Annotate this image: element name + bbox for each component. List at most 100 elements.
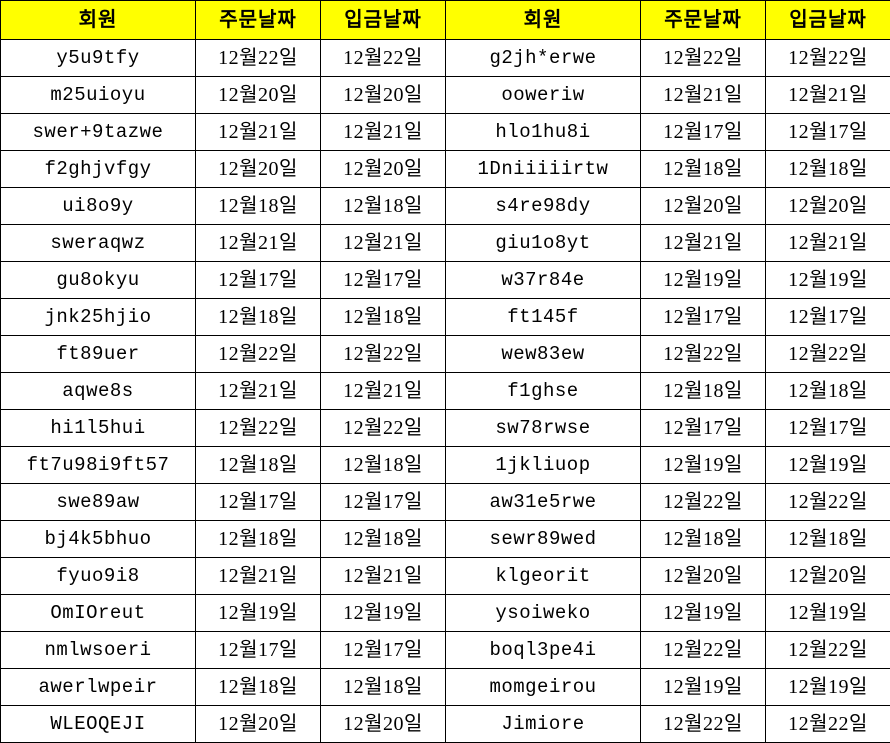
order-date-cell-right[interactable]: 12월20일 (641, 188, 766, 225)
deposit-date-cell-right[interactable]: 12월21일 (766, 77, 890, 114)
order-date-cell-left[interactable]: 12월21일 (196, 114, 321, 151)
member-cell-left[interactable]: sweraqwz (1, 225, 196, 262)
order-date-cell-left[interactable]: 12월19일 (196, 595, 321, 632)
column-header-member-right[interactable]: 회원 (446, 1, 641, 40)
deposit-date-cell-right[interactable]: 12월17일 (766, 410, 890, 447)
order-date-cell-left[interactable]: 12월18일 (196, 669, 321, 706)
member-cell-right[interactable]: wew83ew (446, 336, 641, 373)
order-date-cell-right[interactable]: 12월19일 (641, 595, 766, 632)
member-cell-left[interactable]: awerlwpeir (1, 669, 196, 706)
member-cell-right[interactable]: hlo1hu8i (446, 114, 641, 151)
order-date-cell-left[interactable]: 12월21일 (196, 225, 321, 262)
order-date-cell-right[interactable]: 12월21일 (641, 225, 766, 262)
deposit-date-cell-right[interactable]: 12월18일 (766, 151, 890, 188)
order-date-cell-left[interactable]: 12월22일 (196, 410, 321, 447)
member-cell-right[interactable]: ysoiweko (446, 595, 641, 632)
order-date-cell-right[interactable]: 12월20일 (641, 558, 766, 595)
member-cell-left[interactable]: WLEOQEJI (1, 706, 196, 743)
deposit-date-cell-left[interactable]: 12월20일 (321, 77, 446, 114)
deposit-date-cell-left[interactable]: 12월21일 (321, 225, 446, 262)
member-cell-right[interactable]: klgeorit (446, 558, 641, 595)
column-header-order-date-right[interactable]: 주문날짜 (641, 1, 766, 40)
order-date-cell-right[interactable]: 12월22일 (641, 336, 766, 373)
order-date-cell-right[interactable]: 12월17일 (641, 114, 766, 151)
deposit-date-cell-left[interactable]: 12월17일 (321, 632, 446, 669)
deposit-date-cell-right[interactable]: 12월21일 (766, 225, 890, 262)
order-date-cell-right[interactable]: 12월21일 (641, 77, 766, 114)
member-cell-right[interactable]: giu1o8yt (446, 225, 641, 262)
member-cell-right[interactable]: momgeirou (446, 669, 641, 706)
member-cell-left[interactable]: y5u9tfy (1, 40, 196, 77)
deposit-date-cell-right[interactable]: 12월20일 (766, 188, 890, 225)
deposit-date-cell-left[interactable]: 12월18일 (321, 521, 446, 558)
member-cell-right[interactable]: w37r84e (446, 262, 641, 299)
order-date-cell-left[interactable]: 12월22일 (196, 40, 321, 77)
order-date-cell-right[interactable]: 12월22일 (641, 484, 766, 521)
deposit-date-cell-left[interactable]: 12월22일 (321, 40, 446, 77)
order-date-cell-left[interactable]: 12월18일 (196, 188, 321, 225)
order-date-cell-left[interactable]: 12월17일 (196, 484, 321, 521)
member-cell-left[interactable]: jnk25hjio (1, 299, 196, 336)
member-cell-right[interactable]: sewr89wed (446, 521, 641, 558)
member-cell-left[interactable]: bj4k5bhuo (1, 521, 196, 558)
column-header-order-date-left[interactable]: 주문날짜 (196, 1, 321, 40)
deposit-date-cell-right[interactable]: 12월19일 (766, 262, 890, 299)
member-cell-right[interactable]: f1ghse (446, 373, 641, 410)
member-cell-right[interactable]: 1Dniiiiirtw (446, 151, 641, 188)
deposit-date-cell-right[interactable]: 12월22일 (766, 40, 890, 77)
order-date-cell-left[interactable]: 12월20일 (196, 77, 321, 114)
deposit-date-cell-left[interactable]: 12월20일 (321, 151, 446, 188)
member-cell-right[interactable]: 1jkliuop (446, 447, 641, 484)
member-cell-right[interactable]: ft145f (446, 299, 641, 336)
member-cell-left[interactable]: swe89aw (1, 484, 196, 521)
order-date-cell-right[interactable]: 12월18일 (641, 151, 766, 188)
deposit-date-cell-left[interactable]: 12월17일 (321, 262, 446, 299)
member-cell-left[interactable]: m25uioyu (1, 77, 196, 114)
deposit-date-cell-left[interactable]: 12월22일 (321, 336, 446, 373)
column-header-deposit-date-left[interactable]: 입금날짜 (321, 1, 446, 40)
order-date-cell-right[interactable]: 12월22일 (641, 40, 766, 77)
member-cell-right[interactable]: g2jh*erwe (446, 40, 641, 77)
member-cell-right[interactable]: ooweriw (446, 77, 641, 114)
member-cell-left[interactable]: fyuo9i8 (1, 558, 196, 595)
member-cell-left[interactable]: ui8o9y (1, 188, 196, 225)
member-cell-left[interactable]: hi1l5hui (1, 410, 196, 447)
deposit-date-cell-right[interactable]: 12월22일 (766, 336, 890, 373)
deposit-date-cell-right[interactable]: 12월18일 (766, 373, 890, 410)
deposit-date-cell-right[interactable]: 12월17일 (766, 299, 890, 336)
deposit-date-cell-right[interactable]: 12월22일 (766, 632, 890, 669)
order-date-cell-right[interactable]: 12월18일 (641, 521, 766, 558)
order-date-cell-right[interactable]: 12월19일 (641, 669, 766, 706)
order-date-cell-left[interactable]: 12월21일 (196, 373, 321, 410)
order-date-cell-right[interactable]: 12월22일 (641, 706, 766, 743)
order-date-cell-right[interactable]: 12월17일 (641, 299, 766, 336)
deposit-date-cell-right[interactable]: 12월18일 (766, 521, 890, 558)
member-cell-left[interactable]: aqwe8s (1, 373, 196, 410)
deposit-date-cell-right[interactable]: 12월17일 (766, 114, 890, 151)
order-date-cell-right[interactable]: 12월19일 (641, 447, 766, 484)
column-header-deposit-date-right[interactable]: 입금날짜 (766, 1, 890, 40)
member-cell-left[interactable]: ft7u98i9ft57 (1, 447, 196, 484)
order-date-cell-right[interactable]: 12월19일 (641, 262, 766, 299)
order-date-cell-left[interactable]: 12월22일 (196, 336, 321, 373)
order-date-cell-right[interactable]: 12월22일 (641, 632, 766, 669)
member-cell-right[interactable]: boql3pe4i (446, 632, 641, 669)
deposit-date-cell-left[interactable]: 12월20일 (321, 706, 446, 743)
member-cell-left[interactable]: gu8okyu (1, 262, 196, 299)
member-cell-left[interactable]: OmIOreut (1, 595, 196, 632)
member-cell-right[interactable]: s4re98dy (446, 188, 641, 225)
deposit-date-cell-left[interactable]: 12월19일 (321, 595, 446, 632)
deposit-date-cell-left[interactable]: 12월18일 (321, 299, 446, 336)
column-header-member-left[interactable]: 회원 (1, 1, 196, 40)
order-date-cell-left[interactable]: 12월20일 (196, 151, 321, 188)
order-date-cell-left[interactable]: 12월18일 (196, 447, 321, 484)
order-date-cell-left[interactable]: 12월17일 (196, 632, 321, 669)
deposit-date-cell-left[interactable]: 12월22일 (321, 410, 446, 447)
deposit-date-cell-right[interactable]: 12월22일 (766, 484, 890, 521)
member-cell-left[interactable]: ft89uer (1, 336, 196, 373)
deposit-date-cell-left[interactable]: 12월18일 (321, 447, 446, 484)
deposit-date-cell-left[interactable]: 12월18일 (321, 188, 446, 225)
order-date-cell-right[interactable]: 12월18일 (641, 373, 766, 410)
order-date-cell-left[interactable]: 12월17일 (196, 262, 321, 299)
member-cell-right[interactable]: sw78rwse (446, 410, 641, 447)
